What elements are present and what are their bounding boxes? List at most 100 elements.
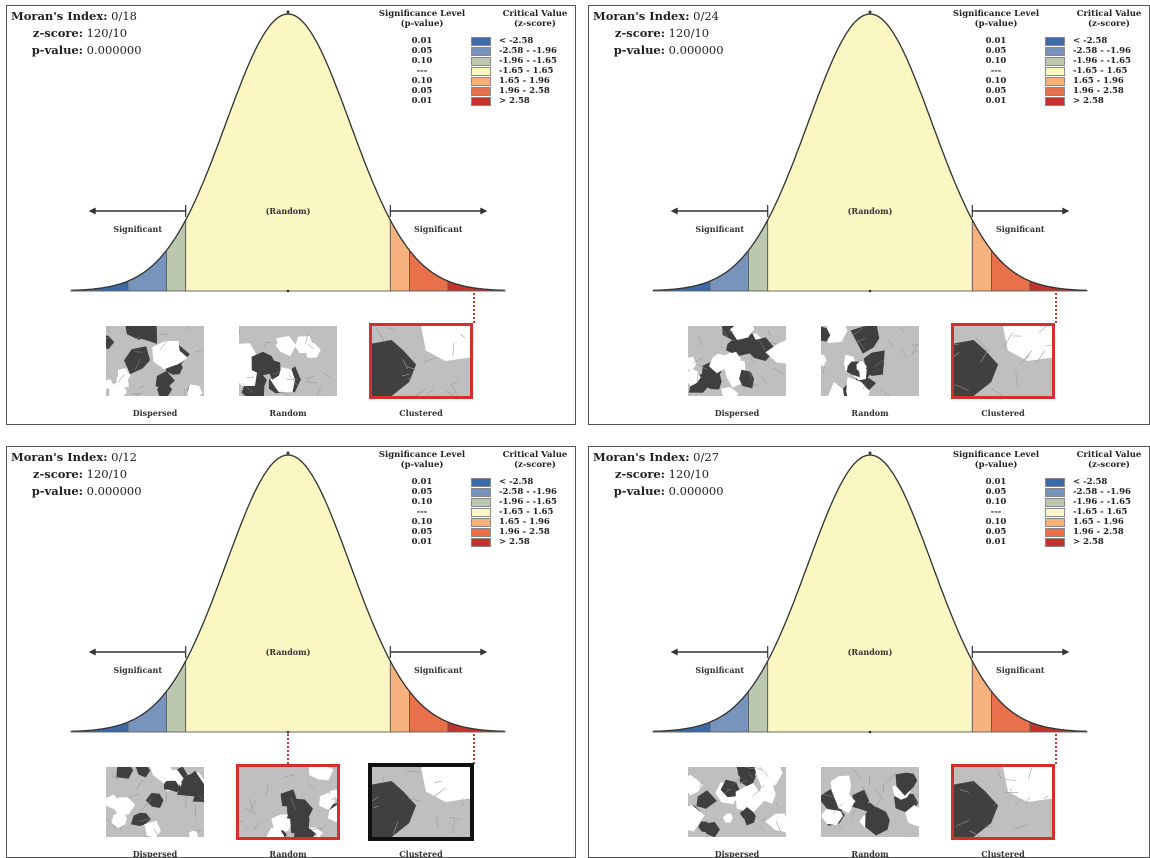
random-caption: Random <box>851 849 889 858</box>
clustered-map <box>369 323 473 399</box>
legend-p-value: 0.01 <box>411 36 433 46</box>
z-score-value: 120/10 <box>668 26 710 40</box>
z-score-value: 120/10 <box>86 26 128 40</box>
curve-outline <box>70 13 506 292</box>
legend-critical-value: -2.58 - -1.96 <box>1073 487 1131 497</box>
stats-header: Moran's Index: 0/12 z-score: 120/10 p-valu… <box>11 449 142 500</box>
legend-critical-value: > 2.58 <box>499 537 530 547</box>
legend-p-value: 0.01 <box>985 96 1007 106</box>
random-center-label: (Random) <box>266 206 311 216</box>
moran-panel: Moran's Index: 0/18 z-score: 120/10 p-valu… <box>6 5 576 425</box>
p-value-value: 0.000000 <box>86 43 142 57</box>
legend: Significance Level (p-value) Critical Valu… <box>921 9 1147 134</box>
moran-panel: Moran's Index: 0/12 z-score: 120/10 p-valu… <box>6 446 576 858</box>
legend-critical-value: < -2.58 <box>1073 477 1108 487</box>
legend-row: 0.10 -1.96 - -1.65 <box>921 56 1147 66</box>
legend-p-value: 0.05 <box>411 86 433 96</box>
legend-swatch <box>1045 488 1065 497</box>
moran-panel: Moran's Index: 0/27 z-score: 120/10 p-valu… <box>588 446 1150 858</box>
random-map <box>239 326 337 396</box>
legend-critical-value: < -2.58 <box>499 36 534 46</box>
clustered-map <box>951 764 1055 840</box>
random-map <box>821 767 919 837</box>
z-score-label: z-score: <box>614 26 665 40</box>
legend-critical-value: -1.96 - -1.65 <box>499 56 557 66</box>
significant-left-label: Significant <box>695 224 744 234</box>
legend-row: 0.05 -2.58 - -1.96 <box>921 487 1147 497</box>
critical-value-header: Critical Value (z-score) <box>497 9 573 29</box>
moran-index-row: Moran's Index: 0/24 <box>593 8 724 25</box>
legend-row: --- -1.65 - 1.65 <box>921 66 1147 76</box>
significance-header-line2: (p-value) <box>974 460 1018 470</box>
legend-swatch <box>1045 67 1065 76</box>
legend-row: 0.10 1.65 - 1.96 <box>921 76 1147 86</box>
moran-index-row: Moran's Index: 0/18 <box>11 8 142 25</box>
center-tick <box>868 289 872 293</box>
random-center-label: (Random) <box>848 647 893 657</box>
legend-row: 0.01 > 2.58 <box>347 537 573 547</box>
p-value-row: p-value: 0.000000 <box>593 42 724 59</box>
p-value-row: p-value: 0.000000 <box>11 42 142 59</box>
legend-p-value: 0.01 <box>985 36 1007 46</box>
legend-p-value: 0.10 <box>411 517 433 527</box>
clustered-caption: Clustered <box>981 849 1025 858</box>
legend-p-value: --- <box>990 66 1002 76</box>
random-map <box>236 764 340 840</box>
z-score-row: z-score: 120/10 <box>11 25 142 42</box>
legend-swatch <box>1045 37 1065 46</box>
dispersed-caption: Dispersed <box>132 849 178 858</box>
significance-header: Significance Level (p-value) <box>377 450 467 470</box>
legend: Significance Level (p-value) Critical Valu… <box>921 450 1147 575</box>
clustered-map <box>368 763 474 841</box>
legend-swatch <box>1045 87 1065 96</box>
p-value-label: p-value: <box>613 484 665 498</box>
legend-swatch <box>471 508 491 517</box>
legend-row: 0.10 1.65 - 1.96 <box>921 517 1147 527</box>
legend-critical-value: 1.96 - 2.58 <box>499 86 550 96</box>
curve-region <box>389 218 410 292</box>
legend-critical-value: -2.58 - -1.96 <box>499 46 557 56</box>
legend-p-value: 0.10 <box>411 56 433 66</box>
significance-header-line2: (p-value) <box>974 19 1018 29</box>
dispersed-caption: Dispersed <box>132 408 178 418</box>
dispersed-map <box>688 326 786 396</box>
legend-swatch <box>1045 478 1065 487</box>
legend-critical-value: 1.65 - 1.96 <box>499 76 550 86</box>
significant-right-label: Significant <box>996 665 1045 675</box>
legend-p-value: 0.10 <box>985 517 1007 527</box>
significance-header-line1: Significance Level <box>378 9 466 19</box>
legend-swatch <box>471 57 491 66</box>
stats-header: Moran's Index: 0/24 z-score: 120/10 p-valu… <box>593 8 724 59</box>
z-score-row: z-score: 120/10 <box>593 466 724 483</box>
curve-region <box>971 659 992 733</box>
moran-index-value: 0/18 <box>111 9 137 23</box>
z-score-row: z-score: 120/10 <box>11 466 142 483</box>
critical-header-line2: (z-score) <box>514 19 556 29</box>
curve-region <box>767 454 973 733</box>
legend-p-value: 0.01 <box>411 537 433 547</box>
significance-header-line2: (p-value) <box>400 19 444 29</box>
curve-region <box>166 659 187 733</box>
legend-swatch <box>1045 518 1065 527</box>
left-arrowhead <box>88 207 96 215</box>
legend-row: --- -1.65 - 1.65 <box>347 507 573 517</box>
legend-swatch <box>1045 97 1065 106</box>
legend-critical-value: < -2.58 <box>1073 36 1108 46</box>
legend-critical-value: -1.96 - -1.65 <box>1073 56 1131 66</box>
legend-critical-value: > 2.58 <box>1073 96 1104 106</box>
legend: Significance Level (p-value) Critical Valu… <box>347 9 573 134</box>
legend-swatch <box>471 97 491 106</box>
legend-row: 0.10 -1.96 - -1.65 <box>347 56 573 66</box>
legend-p-value: 0.10 <box>411 497 433 507</box>
z-score-label: z-score: <box>614 467 665 481</box>
legend-row: 0.10 -1.96 - -1.65 <box>921 497 1147 507</box>
p-value-label: p-value: <box>31 484 83 498</box>
legend-critical-value: -1.65 - 1.65 <box>1073 66 1128 76</box>
legend-swatch <box>471 77 491 86</box>
legend-critical-value: -1.96 - -1.65 <box>499 497 557 507</box>
critical-value-header: Critical Value (z-score) <box>1071 9 1147 29</box>
legend-row: 0.01 < -2.58 <box>347 477 573 487</box>
right-arrowhead <box>1062 207 1070 215</box>
legend-p-value: 0.05 <box>985 527 1007 537</box>
critical-header-line1: Critical Value <box>502 9 568 19</box>
